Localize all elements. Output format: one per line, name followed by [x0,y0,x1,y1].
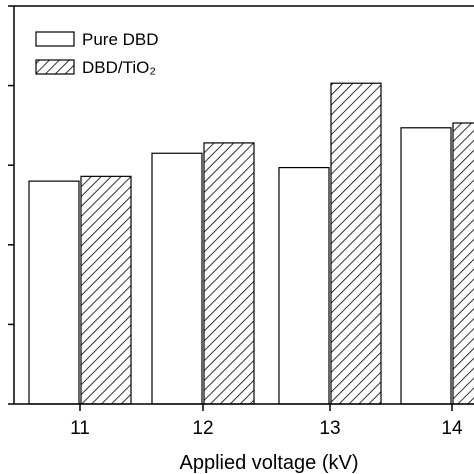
x-tick-label-12: 12 [192,418,213,439]
x-axis-title: Applied voltage (kV) [180,452,359,474]
legend-label-pure-dbd: Pure DBD [82,30,159,49]
axes-layer [8,5,474,411]
bar-dbd-tio2-14 [452,122,474,405]
x-tick-label-14: 14 [441,418,463,439]
x-tick-labels: 11 12 13 14 [70,418,463,439]
bar-dbd-tio2-11 [80,175,132,405]
bar-dbd-tio2-13 [330,82,382,405]
legend-label-dbd-tio2: DBD/TiO₂ [82,58,156,77]
bar-pure-dbd-13 [278,166,330,405]
bar-dbd-tio2-12 [203,142,255,405]
bars-layer [28,82,474,405]
bar-pure-dbd-11 [28,180,80,405]
legend: Pure DBD DBD/TiO₂ [35,30,159,77]
legend-swatch-pure-dbd [35,31,75,47]
legend-swatch-dbd-tio2 [35,59,75,75]
x-tick-label-13: 13 [319,418,340,439]
x-tick-label-11: 11 [70,418,90,439]
bar-pure-dbd-14 [400,127,452,405]
bar-pure-dbd-12 [151,152,203,405]
